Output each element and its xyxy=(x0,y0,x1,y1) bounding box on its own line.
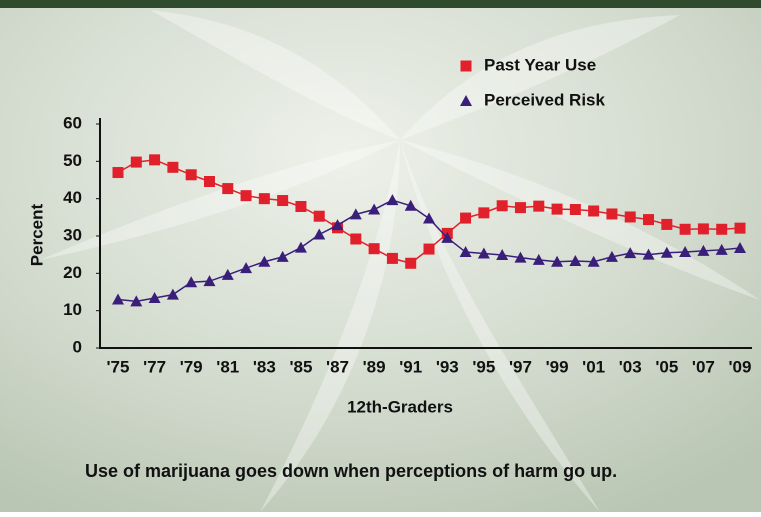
legend-label: Perceived Risk xyxy=(484,90,606,109)
data-point xyxy=(222,183,233,194)
data-point xyxy=(369,243,380,254)
x-axis-label: 12th-Graders xyxy=(347,397,453,416)
data-point xyxy=(460,213,471,224)
data-point xyxy=(625,211,636,222)
x-tick-label: '99 xyxy=(546,357,569,376)
y-tick-label: 30 xyxy=(63,225,82,244)
x-tick-label: '95 xyxy=(472,357,495,376)
data-point xyxy=(680,224,691,235)
data-point xyxy=(405,258,416,269)
x-tick-label: '75 xyxy=(107,357,130,376)
data-point xyxy=(570,204,581,215)
data-point xyxy=(314,211,325,222)
legend-marker xyxy=(461,61,472,72)
x-tick-label: '07 xyxy=(692,357,715,376)
x-tick-label: '93 xyxy=(436,357,459,376)
x-tick-label: '85 xyxy=(289,357,312,376)
page: {"chart_data": { "type": "line", "catego… xyxy=(0,0,761,517)
x-tick-label: '81 xyxy=(216,357,239,376)
data-point xyxy=(186,169,197,180)
y-tick-label: 20 xyxy=(63,263,82,282)
caption: Use of marijuana goes down when percepti… xyxy=(85,461,617,481)
y-tick-label: 50 xyxy=(63,151,82,170)
x-tick-label: '09 xyxy=(729,357,752,376)
data-point xyxy=(478,207,489,218)
x-tick-label: '91 xyxy=(399,357,422,376)
y-tick-label: 0 xyxy=(73,337,82,356)
x-tick-label: '01 xyxy=(582,357,605,376)
data-point xyxy=(295,201,306,212)
y-axis-label: Percent xyxy=(27,203,46,266)
x-tick-label: '83 xyxy=(253,357,276,376)
x-tick-label: '87 xyxy=(326,357,349,376)
data-point xyxy=(497,200,508,211)
data-point xyxy=(241,190,252,201)
data-point xyxy=(149,154,160,165)
legend-label: Past Year Use xyxy=(484,55,596,74)
chart: Percent 12th-Graders Use of marijuana go… xyxy=(0,0,761,512)
y-tick-label: 40 xyxy=(63,188,82,207)
data-point xyxy=(277,195,288,206)
data-point xyxy=(259,193,270,204)
x-tick-label: '79 xyxy=(180,357,203,376)
data-point xyxy=(515,202,526,213)
data-point xyxy=(661,219,672,230)
data-point xyxy=(552,204,563,215)
data-point xyxy=(735,223,746,234)
data-point xyxy=(113,167,124,178)
data-point xyxy=(533,201,544,212)
x-tick-label: '97 xyxy=(509,357,532,376)
data-point xyxy=(643,214,654,225)
data-point xyxy=(350,233,361,244)
top-bar xyxy=(0,0,761,8)
data-point xyxy=(204,176,215,187)
y-tick-label: 60 xyxy=(63,113,82,132)
data-point xyxy=(588,205,599,216)
x-tick-label: '03 xyxy=(619,357,642,376)
data-point xyxy=(131,157,142,168)
data-point xyxy=(716,224,727,235)
data-point xyxy=(424,244,435,255)
y-tick-label: 10 xyxy=(63,300,82,319)
x-tick-label: '05 xyxy=(655,357,678,376)
x-tick-label: '77 xyxy=(143,357,166,376)
data-point xyxy=(606,208,617,219)
x-tick-label: '89 xyxy=(363,357,386,376)
data-point xyxy=(167,162,178,173)
data-point xyxy=(387,253,398,264)
data-point xyxy=(698,223,709,234)
